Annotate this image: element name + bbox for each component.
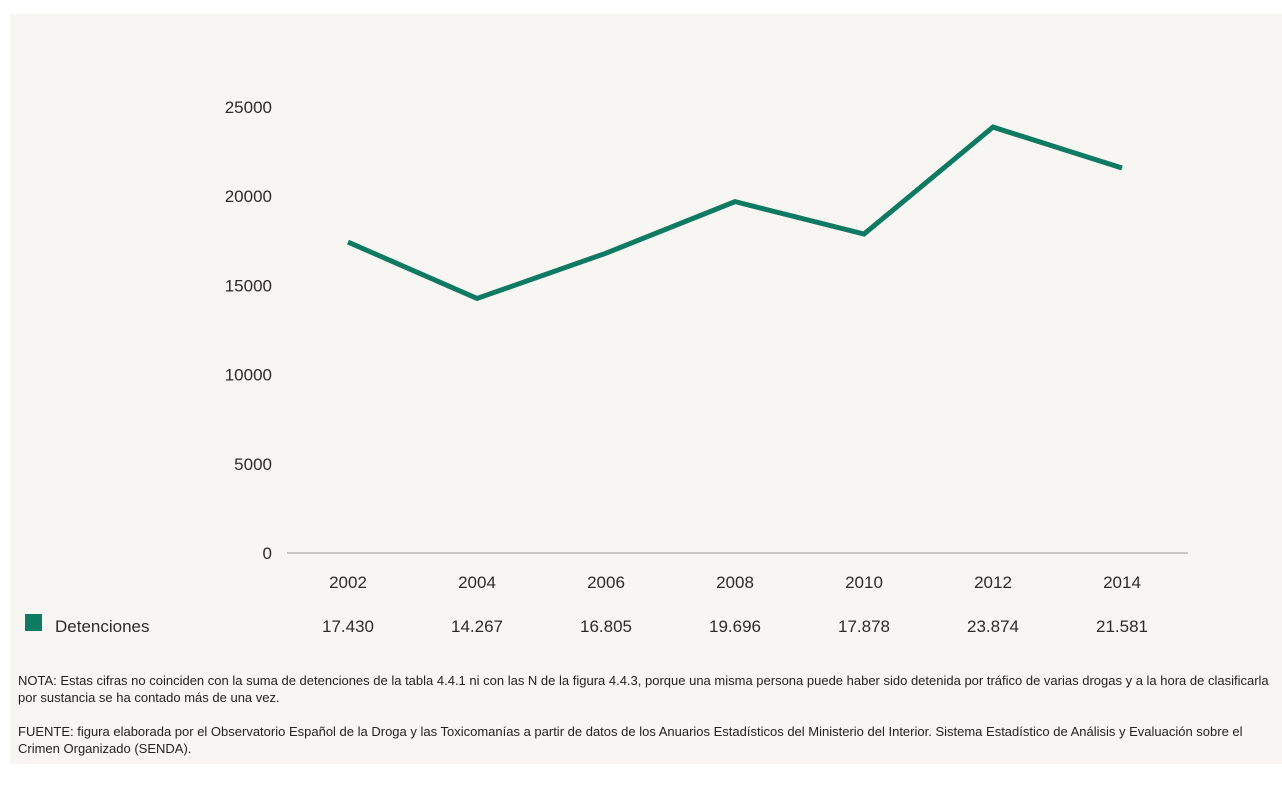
series-line-detenciones	[346, 124, 1123, 302]
x-tick-label: 2014	[1103, 573, 1141, 592]
x-tick-label: 2004	[458, 573, 496, 592]
data-table-value: 14.267	[451, 617, 503, 636]
data-table-value: 17.878	[838, 617, 890, 636]
note-text: NOTA: Estas cifras no coinciden con la s…	[18, 673, 1269, 705]
data-table-value: 19.696	[709, 617, 761, 636]
y-axis-ticks: 0 5000 10000 15000 20000 25000	[225, 98, 272, 563]
y-tick-label: 0	[263, 544, 272, 563]
data-table-value: 21.581	[1096, 617, 1148, 636]
chart-panel	[10, 14, 1282, 764]
legend-swatch-detenciones	[25, 614, 42, 631]
y-tick-label: 20000	[225, 187, 272, 206]
data-table-value: 17.430	[322, 617, 374, 636]
x-tick-label: 2008	[716, 573, 754, 592]
x-tick-label: 2012	[974, 573, 1012, 592]
y-tick-label: 10000	[225, 366, 272, 385]
data-table-value: 23.874	[967, 617, 1019, 636]
x-tick-label: 2010	[845, 573, 883, 592]
legend-data-table: Detenciones	[25, 614, 150, 636]
y-tick-label: 5000	[234, 455, 272, 474]
data-table-value: 16.805	[580, 617, 632, 636]
data-table-values: 17.430 14.267 16.805 19.696 17.878 23.874 21.5…	[322, 617, 1148, 636]
y-tick-label: 15000	[225, 276, 272, 295]
x-axis-ticks: 2002 2004 2006 2008 2010 2012 2014	[329, 573, 1141, 592]
series-layer	[346, 124, 1123, 302]
y-tick-label: 25000	[225, 98, 272, 117]
source-text: FUENTE: figura elaborada por el Observat…	[18, 724, 1243, 756]
x-tick-label: 2006	[587, 573, 625, 592]
x-tick-label: 2002	[329, 573, 367, 592]
legend-label-detenciones: Detenciones	[55, 617, 150, 636]
